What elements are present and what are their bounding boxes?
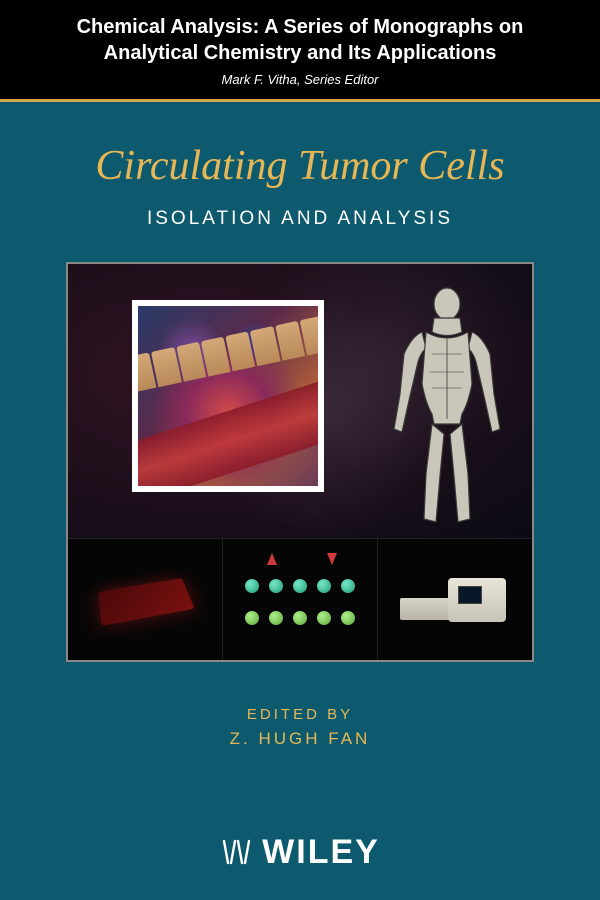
editor-name: Z. HUGH FAN (0, 729, 600, 749)
series-editor: Mark F. Vitha, Series Editor (30, 72, 570, 87)
instrument-screen (458, 586, 482, 604)
anatomy-figure (382, 284, 512, 534)
arrow-down-icon (327, 553, 337, 565)
beads-top-row (245, 579, 355, 593)
series-title-line1: Chemical Analysis: A Series of Monograph… (77, 16, 524, 38)
publisher-name: WILEY (262, 833, 380, 871)
cell-microscopy-inset (132, 300, 324, 492)
book-subtitle: ISOLATION AND ANALYSIS (0, 208, 600, 230)
publisher-logo: WILEY (0, 833, 600, 872)
panel-microfluidic-chip (68, 538, 222, 660)
panel-bead-separation (222, 538, 377, 660)
edited-by-label: EDITED BY (0, 706, 600, 723)
microfluidic-chip (98, 578, 194, 626)
arrow-up-icon (267, 553, 277, 565)
epithelial-cell-row (132, 316, 324, 393)
beads-bottom-row (245, 611, 355, 625)
book-title: Circulating Tumor Cells (0, 142, 600, 190)
panel-instrument (377, 538, 532, 660)
hero-lower-strip (68, 538, 532, 660)
series-title: Chemical Analysis: A Series of Monograph… (30, 14, 570, 66)
wiley-mark-icon (220, 837, 256, 867)
hero-image-frame (66, 262, 534, 662)
series-band: Chemical Analysis: A Series of Monograph… (0, 0, 600, 102)
benchtop-instrument (400, 570, 510, 630)
series-title-line2: Analytical Chemistry and Its Application… (104, 42, 497, 64)
hero-upper-panel (68, 264, 532, 542)
